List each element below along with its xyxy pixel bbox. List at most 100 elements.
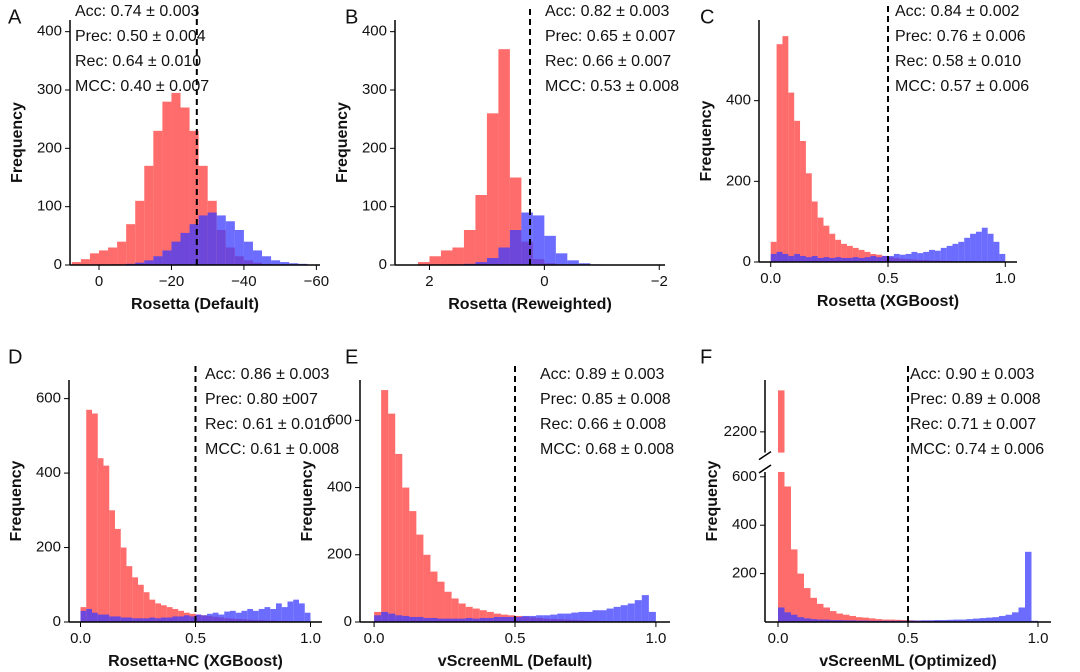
y-tick-label: 0: [344, 613, 352, 630]
bar: [97, 458, 104, 622]
stat-text: Acc: 0.89 ± 0.003: [540, 366, 665, 383]
bar: [862, 617, 869, 622]
bar: [817, 603, 824, 622]
bar: [585, 611, 593, 622]
bar: [451, 598, 459, 622]
bar: [126, 224, 136, 265]
bar: [770, 241, 777, 262]
bar: [161, 605, 167, 622]
bar-upper: [778, 390, 785, 453]
bar: [218, 614, 225, 622]
bar: [381, 390, 389, 622]
bar: [149, 599, 156, 622]
bar: [567, 260, 579, 265]
bar: [149, 617, 156, 622]
bar: [498, 49, 510, 265]
stat-text: MCC: 0.40 ± 0.007: [75, 78, 209, 95]
bar: [212, 612, 219, 622]
panel: B 0 100 200 300 400 2 0 −2 Acc: 0.82 ± 0.003 Prec:…: [334, 3, 679, 313]
stat-text: MCC: 0.74 ± 0.006: [910, 441, 1044, 458]
x-tick-label: 0.0: [760, 270, 781, 287]
bar: [613, 606, 621, 622]
bar: [178, 616, 184, 622]
axis-break: [758, 450, 772, 461]
x-tick-label: 2: [425, 273, 433, 290]
bar: [823, 619, 830, 622]
stat-text: Rec: 0.61 ± 0.010: [205, 416, 331, 433]
bar: [241, 610, 248, 622]
bar: [882, 255, 888, 262]
bar: [620, 605, 628, 622]
bar: [293, 599, 299, 622]
y-tick-label: 200: [726, 172, 751, 189]
bar: [804, 588, 811, 622]
bar: [778, 471, 785, 622]
bar: [899, 254, 906, 262]
bar: [430, 617, 438, 622]
bar: [452, 247, 464, 265]
y-tick-label: 100: [362, 198, 387, 215]
bar: [280, 262, 290, 265]
bar: [788, 255, 795, 262]
x-axis-label: Rosetta+NC (XGBoost): [108, 653, 283, 670]
bar: [986, 617, 993, 622]
bar: [934, 250, 941, 262]
bar: [465, 606, 473, 622]
bar: [135, 262, 145, 265]
bar: [536, 615, 544, 622]
bar: [791, 549, 798, 622]
bar: [80, 610, 87, 622]
bar: [870, 255, 877, 262]
stat-text: Prec: 0.50 ± 0.004: [75, 28, 206, 45]
stat-text: Prec: 0.85 ± 0.008: [540, 391, 671, 408]
bar: [958, 241, 965, 262]
bar: [381, 611, 389, 622]
y-tick-label: 0: [53, 613, 61, 630]
bar: [836, 613, 843, 622]
bar: [86, 409, 92, 622]
bar: [444, 591, 452, 622]
bar: [115, 616, 121, 622]
bar: [224, 611, 230, 622]
bar: [143, 592, 150, 622]
bar: [893, 253, 900, 262]
y-axis-label: Frequency: [698, 100, 715, 181]
bar: [544, 235, 556, 265]
bar: [258, 608, 265, 622]
stat-text: Rec: 0.71 ± 0.007: [910, 416, 1036, 433]
bar: [835, 239, 842, 262]
bar: [475, 195, 487, 265]
bar: [835, 257, 842, 262]
bar: [810, 619, 817, 622]
bar: [276, 603, 282, 622]
bar: [172, 608, 179, 622]
x-tick-label: 0.5: [898, 630, 919, 647]
bar: [648, 611, 656, 622]
x-tick-label: 0.0: [364, 630, 385, 647]
y-tick-label: 200: [36, 539, 61, 556]
bar: [784, 612, 791, 622]
panel-letter: A: [8, 6, 22, 28]
bar: [940, 620, 947, 622]
stat-text: Acc: 0.82 ± 0.003: [545, 3, 670, 20]
bar: [440, 250, 453, 265]
bar: [858, 249, 865, 262]
stat-text: Acc: 0.90 ± 0.003: [910, 366, 1035, 383]
stat-text: Acc: 0.86 ± 0.003: [205, 366, 330, 383]
bar: [225, 221, 235, 265]
bar: [778, 607, 785, 622]
bar: [794, 253, 801, 262]
bar: [841, 243, 847, 262]
bar: [162, 101, 172, 266]
y-tick-label: 100: [37, 198, 62, 215]
bar: [940, 247, 947, 262]
stat-text: MCC: 0.68 ± 0.008: [540, 441, 674, 458]
bar: [402, 487, 410, 622]
bar: [486, 617, 494, 622]
bar: [515, 616, 523, 622]
bar: [171, 241, 181, 265]
bar: [153, 256, 163, 265]
stat-text: Acc: 0.74 ± 0.003: [75, 3, 200, 20]
bar: [189, 224, 199, 265]
bar: [599, 610, 607, 622]
